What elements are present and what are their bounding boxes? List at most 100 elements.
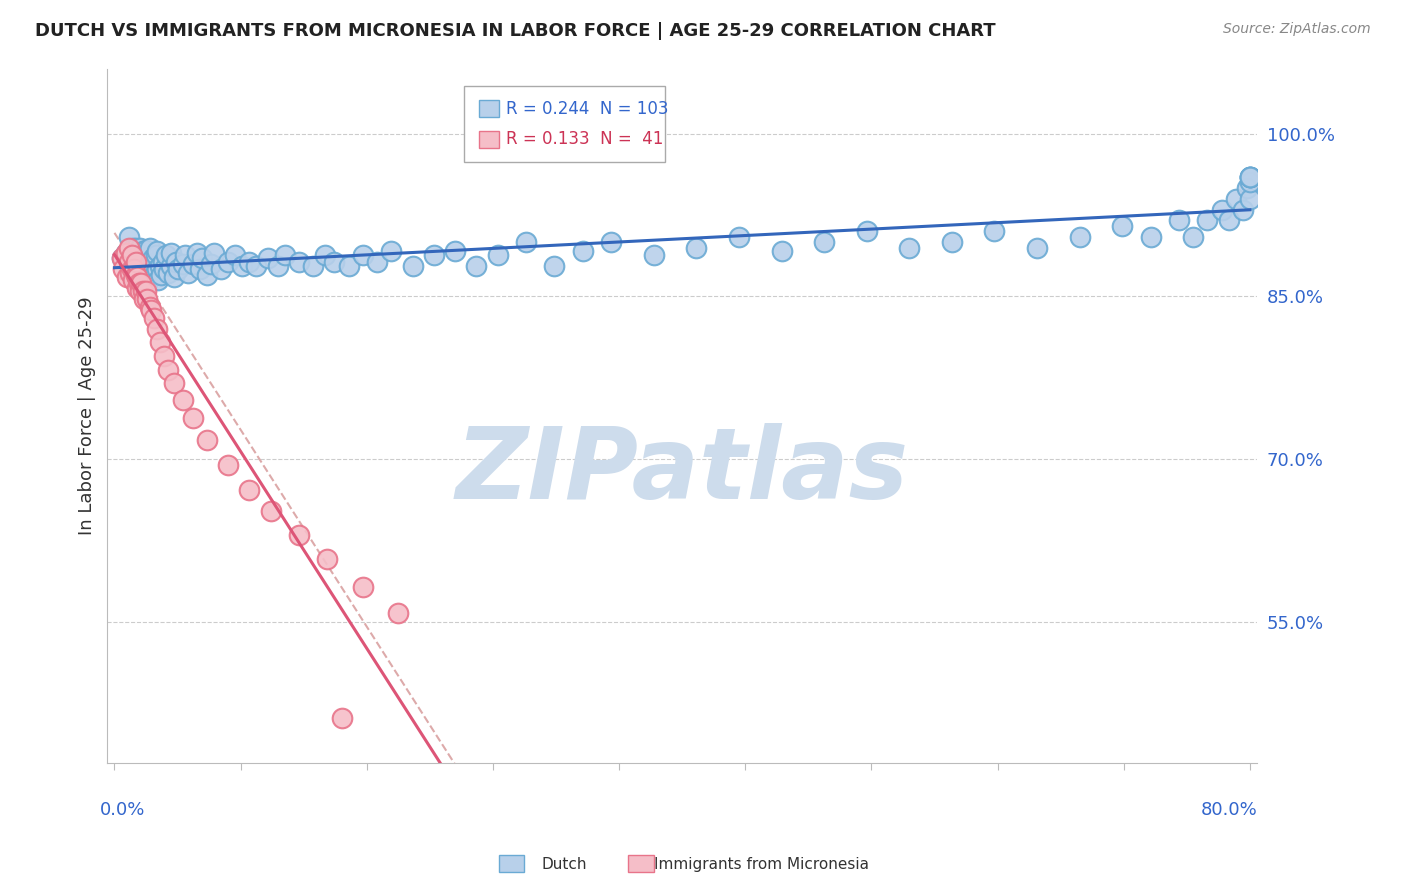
Point [136,292,159,306]
Point [127,248,149,262]
Text: Source: ZipAtlas.com: Source: ZipAtlas.com [1223,22,1371,37]
Point [122,268,145,282]
Point [256,252,278,266]
Point [224,248,246,262]
Point [186,246,208,260]
Point [124,262,146,277]
Point [941,235,963,250]
Point [352,581,374,595]
Point [195,433,218,447]
Point [1236,181,1258,195]
Point [181,411,204,425]
FancyBboxPatch shape [464,86,665,162]
Point [770,244,793,258]
Point [129,284,152,298]
Point [153,262,176,277]
Point [855,224,877,238]
Point [141,262,163,277]
Point [150,268,173,282]
Point [129,254,152,268]
Point [114,246,136,260]
Point [125,268,148,282]
Point [155,248,177,262]
Point [122,241,145,255]
Point [728,229,751,244]
Point [1239,192,1261,206]
Point [1218,213,1240,227]
Point [1182,229,1205,244]
Point [209,262,232,277]
Point [259,504,281,518]
Point [188,262,211,277]
Point [125,241,148,255]
Point [136,277,159,291]
Text: ZIPatlas: ZIPatlas [456,423,908,520]
Bar [478,131,499,148]
Point [153,349,176,363]
Point [352,248,374,262]
Point [146,322,169,336]
Point [238,483,260,497]
Point [117,269,139,284]
Point [125,254,148,268]
Text: 0.0%: 0.0% [100,801,146,820]
Point [135,259,157,273]
Point [314,248,336,262]
Point [1197,213,1219,227]
Point [202,246,225,260]
Point [149,334,172,349]
Text: Dutch: Dutch [541,857,586,872]
Point [195,268,218,282]
Point [143,268,166,282]
Point [165,254,187,268]
Point [1225,192,1247,206]
Point [142,252,165,266]
Point [132,259,155,273]
Point [128,277,150,291]
Point [380,244,402,258]
Point [898,241,921,255]
Point [118,254,141,268]
Point [177,266,200,280]
Point [643,248,665,262]
Point [139,301,162,315]
Point [172,392,194,407]
Point [486,248,509,262]
Point [134,269,156,284]
Point [572,244,595,258]
Point [125,257,148,271]
Point [145,248,167,262]
Point [118,262,141,277]
Point [465,259,488,273]
Point [401,259,423,273]
Point [152,254,174,268]
Text: Immigrants from Micronesia: Immigrants from Micronesia [654,857,869,872]
Point [163,269,186,284]
Point [231,259,253,273]
Point [160,246,183,260]
Point [121,262,143,277]
Point [238,254,260,268]
Point [1026,241,1049,255]
Point [120,266,142,280]
Point [174,248,197,262]
Point [146,262,169,277]
Point [813,235,835,250]
Point [163,376,186,391]
Point [387,607,409,621]
Point [288,528,311,542]
Point [1232,202,1254,217]
Point [110,252,132,266]
Point [127,269,149,284]
Point [135,243,157,257]
Point [1239,170,1261,185]
Point [515,235,537,250]
Point [288,254,311,268]
Point [323,254,346,268]
Point [128,262,150,277]
Point [1239,170,1261,185]
Text: DUTCH VS IMMIGRANTS FROM MICRONESIA IN LABOR FORCE | AGE 25-29 CORRELATION CHART: DUTCH VS IMMIGRANTS FROM MICRONESIA IN L… [35,22,995,40]
Point [148,273,170,287]
Point [139,241,162,255]
Point [200,257,222,271]
